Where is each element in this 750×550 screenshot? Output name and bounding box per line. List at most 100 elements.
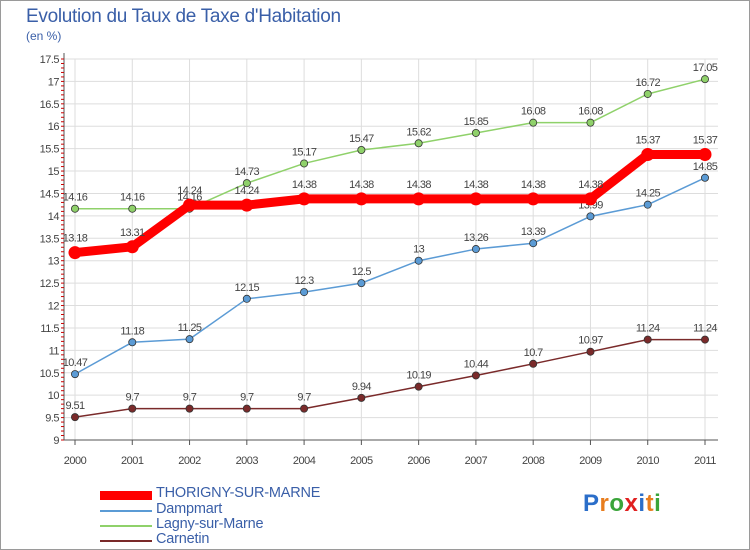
data-point [529, 359, 538, 368]
data-point [701, 335, 710, 344]
data-label: 14.25 [635, 188, 660, 200]
legend-label: Lagny-sur-Marne [156, 516, 264, 532]
data-point [641, 147, 655, 161]
data-point [185, 404, 194, 413]
data-label: 10.44 [464, 358, 489, 370]
data-point [469, 192, 483, 206]
logo-letter: r [599, 490, 610, 517]
series-line-0 [70, 149, 710, 258]
data-label: 14.38 [521, 179, 546, 191]
y-tick-label: 12.5 [40, 278, 60, 290]
data-label: 14.16 [120, 192, 145, 204]
data-point [586, 212, 595, 221]
data-point [586, 347, 595, 356]
x-tick-label: 2002 [178, 455, 201, 467]
data-point [71, 370, 80, 379]
logo-letter: i [638, 490, 646, 517]
data-label: 13.39 [521, 226, 546, 238]
data-label: 15.37 [693, 134, 718, 146]
data-point [300, 404, 309, 413]
chart-title: Evolution du Taux de Taxe d'Habitation [26, 6, 341, 27]
data-label: 13.26 [464, 232, 489, 244]
data-point [471, 371, 480, 380]
series-line-1 [74, 177, 706, 375]
logo-letter: x [624, 490, 639, 517]
data-point [183, 198, 197, 212]
data-point [643, 335, 652, 344]
data-label: 14.73 [235, 166, 260, 178]
data-point [242, 294, 251, 303]
x-tick-label: 2008 [522, 455, 545, 467]
data-label: 14.85 [693, 161, 718, 173]
y-tick-label: 14.5 [40, 188, 60, 200]
data-label: 9.7 [183, 392, 197, 404]
data-label: 14.24 [235, 185, 260, 197]
data-point [471, 128, 480, 137]
data-point [354, 192, 368, 206]
data-label: 17.05 [693, 62, 718, 74]
data-label: 14.38 [292, 179, 317, 191]
data-label: 16.72 [635, 77, 660, 89]
series-line-3 [74, 338, 706, 418]
y-tick-label: 14 [48, 211, 60, 223]
x-tick-label: 2006 [407, 455, 430, 467]
logo-letter: t [645, 490, 655, 517]
data-point [414, 382, 423, 391]
legend-swatch [100, 525, 152, 527]
data-point [357, 279, 366, 288]
data-point [128, 338, 137, 347]
data-label: 13.31 [120, 227, 145, 239]
data-point [128, 404, 137, 413]
data-point [357, 145, 366, 154]
data-label: 14.16 [63, 192, 88, 204]
data-point [68, 246, 82, 260]
data-point [583, 192, 597, 206]
x-tick-label: 2000 [64, 455, 87, 467]
data-label: 10.7 [524, 347, 543, 359]
data-point [71, 204, 80, 213]
y-tick-label: 11 [49, 345, 60, 357]
y-tick-label: 13 [48, 256, 60, 268]
y-tick-label: 11.5 [40, 323, 59, 335]
x-tick-label: 2004 [293, 455, 316, 467]
data-label: 9.94 [352, 381, 371, 393]
data-label: 14.38 [349, 179, 374, 191]
legend-swatch [100, 510, 152, 512]
data-point [414, 256, 423, 265]
x-tick-label: 2011 [694, 455, 716, 467]
data-point [701, 75, 710, 84]
y-tick-label: 17.5 [40, 54, 60, 66]
data-label: 11.25 [178, 322, 202, 334]
data-label: 12.3 [295, 275, 314, 287]
data-label: 16.08 [578, 106, 603, 118]
legend-label: Carnetin [156, 531, 210, 547]
y-tick-label: 13.5 [40, 233, 60, 245]
data-label: 9.7 [126, 392, 140, 404]
logo-letter: P [583, 490, 600, 517]
data-point [643, 200, 652, 209]
data-label: 13.18 [63, 233, 88, 245]
chart-subtitle: (en %) [26, 29, 62, 43]
data-label: 11.18 [120, 325, 144, 337]
y-tick-label: 10 [48, 390, 60, 402]
y-tick-label: 16 [48, 121, 60, 133]
data-label: 15.37 [635, 134, 660, 146]
x-tick-label: 2005 [350, 455, 373, 467]
data-label: 11.24 [693, 323, 717, 335]
proxiti-logo: Proxiti [583, 490, 661, 518]
data-point [701, 173, 710, 182]
data-label: 9.7 [240, 392, 254, 404]
data-label: 13 [413, 244, 425, 256]
data-point [471, 245, 480, 254]
legend-swatch [100, 540, 152, 542]
data-point [529, 118, 538, 127]
data-point [698, 147, 712, 161]
data-label: 15.17 [292, 146, 317, 158]
data-point [125, 240, 139, 254]
data-label: 10.97 [578, 335, 603, 347]
y-tick-label: 17 [48, 76, 60, 88]
legend-swatch [100, 490, 152, 500]
data-label: 15.85 [464, 116, 489, 128]
